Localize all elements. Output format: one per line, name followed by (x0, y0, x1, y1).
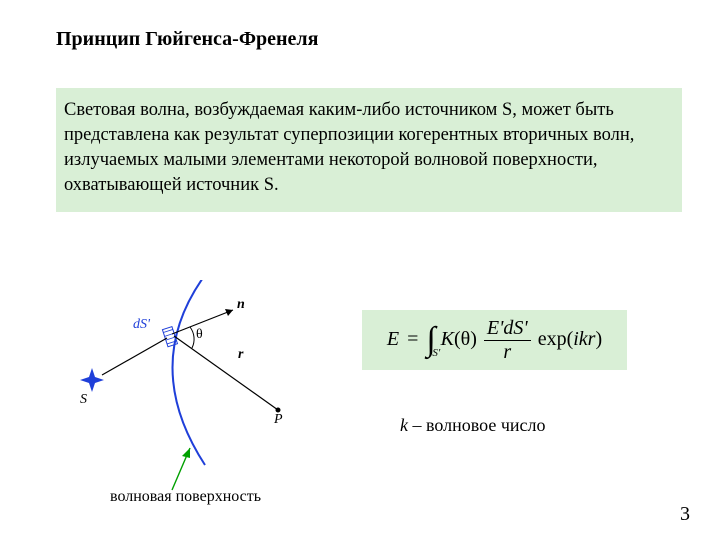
frac-num: E'dS' (484, 317, 531, 341)
diagram-svg (50, 280, 330, 510)
integral-symbol: ∫ S' (426, 325, 435, 356)
wave-arc (173, 280, 206, 465)
formula-fraction: E'dS' r (484, 317, 531, 364)
label-r: r (238, 347, 243, 363)
label-P: P (274, 412, 283, 428)
frac-den: r (484, 341, 531, 364)
formula-eq: = (404, 328, 421, 350)
page-number: 3 (680, 503, 690, 526)
label-S: S (80, 392, 87, 408)
formula-box: E = ∫ S' K(θ) E'dS' r exp(ikr) (362, 310, 627, 370)
slide-root: Принцип Гюйгенса-Френеля Световая волна,… (0, 0, 720, 540)
slide-title: Принцип Гюйгенса-Френеля (56, 28, 318, 51)
source-star (80, 368, 104, 392)
line-dS-P (174, 336, 278, 410)
formula-theta-arg: (θ) (454, 328, 477, 350)
line-S-dS (102, 338, 167, 375)
theta-arc (190, 327, 194, 348)
integral-sub: S' (432, 349, 440, 359)
label-dS: dS' (133, 317, 150, 333)
description-text: Световая волна, возбуждаемая каким-либо … (64, 100, 634, 195)
wave-surface-arrowhead (182, 448, 190, 458)
label-n: n (237, 297, 245, 313)
formula-exp: exp(ikr) (538, 328, 602, 350)
k-text: – волновое число (408, 415, 546, 435)
formula-content: E = ∫ S' K(θ) E'dS' r exp(ikr) (387, 317, 602, 364)
formula-E: E (387, 328, 399, 350)
diagram: S P n r dS' θ волновая поверхность (50, 280, 330, 510)
label-theta: θ (196, 327, 203, 343)
label-wave-surface: волновая поверхность (110, 488, 261, 506)
k-var: k (400, 415, 408, 435)
k-note: k – волновое число (400, 415, 546, 436)
formula-K: K (441, 328, 454, 350)
description-box: Световая волна, возбуждаемая каким-либо … (56, 88, 682, 212)
